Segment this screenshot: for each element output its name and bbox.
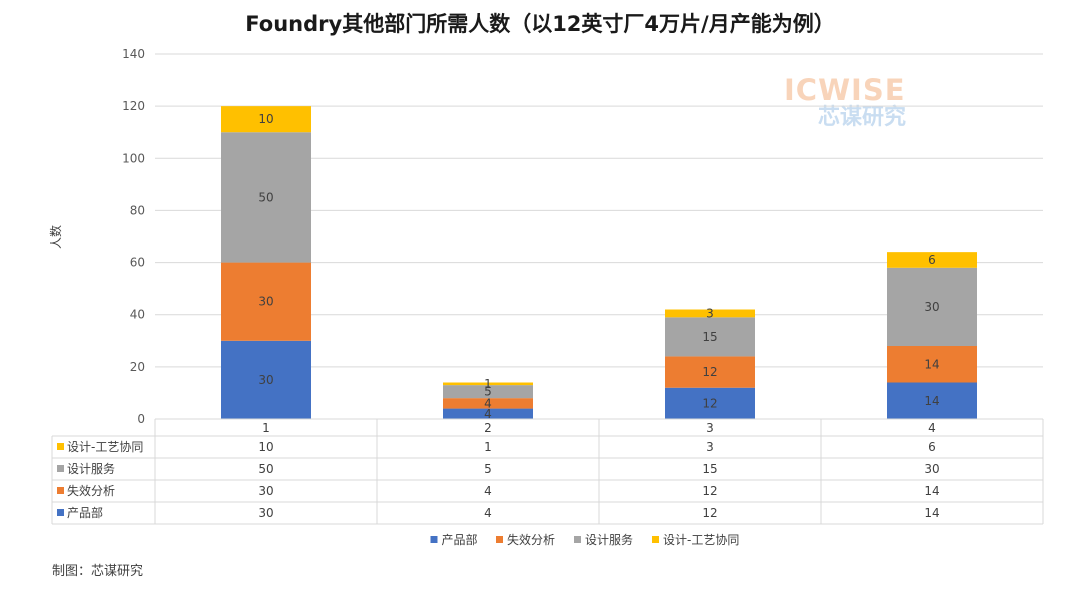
table-cell: 10 [258,440,273,454]
data-label: 12 [702,396,717,410]
data-label: 30 [258,295,273,309]
y-tick-label: 40 [130,308,145,322]
table-cell: 15 [702,462,717,476]
table-cell: 6 [928,440,936,454]
bar-segment [443,398,533,409]
bar-segment [443,382,533,386]
bar-segment [665,317,755,357]
y-tick-label: 20 [130,360,145,374]
bar-segment [887,252,977,268]
table-cell: 5 [484,462,492,476]
legend-key [430,536,438,543]
table-row-header: 产品部 [67,505,103,520]
y-tick-label: 100 [122,151,145,165]
legend-label: 设计-工艺协同 [663,532,739,547]
y-tick-label: 140 [122,47,145,61]
legend-key [496,536,503,543]
table-cell: 30 [924,462,939,476]
bar-segment [887,267,977,346]
data-label: 6 [928,253,936,267]
table-legend-key [57,465,64,472]
table-row-header: 设计-工艺协同 [67,439,143,454]
table-cell: 4 [484,484,492,498]
y-tick-label: 80 [130,203,145,217]
legend-key [652,536,659,543]
table-cell: 12 [702,506,717,520]
bar-segment [221,340,311,419]
y-tick-label: 0 [137,412,145,426]
table-cell: 4 [484,506,492,520]
x-tick-label: 2 [484,421,492,435]
bar-segment [887,382,977,419]
data-label: 3 [706,306,714,320]
table-cell: 30 [258,506,273,520]
chart-title: Foundry其他部门所需人数（以12英寸厂4万片/月产能为例） [245,12,835,36]
bar-segment [665,356,755,388]
icwise-watermark-logo: ICWISE 芯谋研究 [784,76,906,129]
legend-label: 设计服务 [585,532,633,547]
data-label: 30 [924,300,939,314]
x-tick-label: 1 [262,421,270,435]
data-label: 14 [924,357,939,371]
data-label: 5 [484,385,492,399]
bar-segment [221,262,311,341]
table-cell: 1 [484,440,492,454]
data-label: 1 [484,377,492,391]
bar-segment [221,132,311,263]
table-legend-key [57,443,64,450]
data-label: 12 [702,365,717,379]
y-tick-label: 60 [130,256,145,270]
table-cell: 3 [706,440,714,454]
table-legend-key [57,509,64,516]
watermark-cn: 芯谋研究 [818,105,907,130]
bar-segment [665,309,755,318]
legend-key [574,536,581,543]
legend-label: 产品部 [442,532,478,547]
x-tick-label: 4 [928,421,936,435]
data-label: 4 [484,396,492,410]
table-cell: 14 [924,506,939,520]
x-tick-label: 3 [706,421,714,435]
bar-segment [887,346,977,383]
source-note: 制图：芯谋研究 [52,564,144,579]
table-cell: 50 [258,462,273,476]
bar-segment [221,106,311,133]
data-label: 10 [258,112,273,126]
bar-segment [443,408,533,419]
data-label: 4 [484,407,492,421]
data-label: 14 [924,394,939,408]
bar-segment [665,387,755,419]
bar-segment [443,385,533,399]
data-label: 15 [702,330,717,344]
y-tick-label: 120 [122,99,145,113]
data-label: 50 [258,190,273,204]
table-cell: 12 [702,484,717,498]
y-axis-label: 人数 [48,225,63,249]
table-row-header: 设计服务 [67,461,115,476]
watermark-en: ICWISE [784,73,906,107]
table-cell: 14 [924,484,939,498]
data-label: 30 [258,373,273,387]
legend-label: 失效分析 [507,532,555,547]
table-row-header: 失效分析 [67,483,115,498]
table-legend-key [57,487,64,494]
table-cell: 30 [258,484,273,498]
